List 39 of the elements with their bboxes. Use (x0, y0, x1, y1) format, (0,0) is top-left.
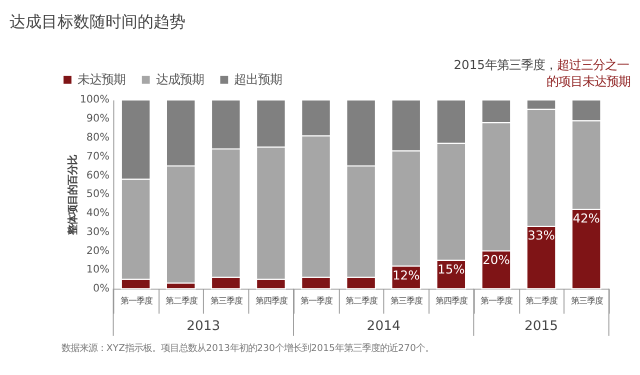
data-label: 20% (482, 253, 510, 268)
chart-title: 达成目标数随时间的趋势 (9, 12, 186, 32)
y-tick-label: 80% (86, 131, 110, 144)
x-tick-label: 第三季度 (210, 296, 242, 306)
x-tick-label: 第一季度 (300, 296, 332, 306)
text: 的项目未达预期 (546, 74, 631, 89)
y-tick-label: 30% (86, 226, 110, 238)
legend-label: 超出预期 (234, 72, 282, 87)
legend-label: 达成预期 (156, 72, 204, 87)
text: 2015 (524, 319, 558, 334)
text: 超过三分之一 (556, 58, 629, 72)
legend-label: 未达预期 (77, 72, 126, 87)
text: 2013 (186, 319, 220, 334)
y-tick-label: 20% (86, 244, 110, 257)
x-tick-label: 第二季度 (526, 296, 558, 306)
text: 2015年第三季度， (454, 58, 557, 72)
data-label: 15% (438, 262, 465, 277)
y-tick-label: 10% (86, 264, 110, 276)
x-tick-label: 第一季度 (120, 296, 152, 306)
data-label: 33% (528, 228, 555, 243)
x-tick-label: 第一季度 (480, 296, 513, 306)
text: 2014 (366, 319, 400, 334)
y-tick-label: 50% (86, 188, 110, 200)
y-tick-label: 100% (80, 94, 110, 106)
data-label: 42% (572, 212, 600, 226)
y-axis-title: 整体项目的百分比 (66, 154, 79, 236)
x-tick-label: 第四季度 (436, 296, 468, 306)
x-tick-label: 第三季度 (570, 296, 603, 306)
y-tick-label: 40% (86, 207, 110, 220)
y-tick-label: 90% (86, 112, 110, 125)
data-label: 12% (392, 268, 420, 282)
source-note: 数据来源：XYZ指示板。项目总数从2013年初的230个增长到2015年第三季度的近270个。 (61, 342, 434, 354)
y-tick-label: 0% (93, 282, 110, 295)
x-tick-label: 第二季度 (346, 296, 378, 306)
x-tick-label: 第三季度 (390, 296, 423, 306)
x-tick-label: 第四季度 (255, 296, 288, 306)
y-tick-label: 60% (86, 169, 110, 182)
x-tick-label: 第二季度 (165, 296, 198, 306)
y-tick-label: 70% (86, 150, 110, 162)
